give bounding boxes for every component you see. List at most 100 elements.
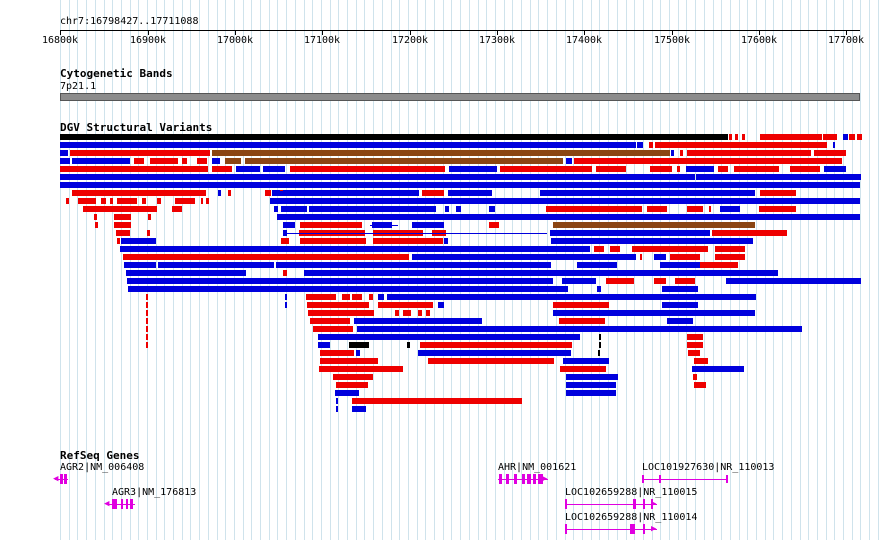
structural-variant[interactable] (158, 262, 274, 268)
structural-variant[interactable] (318, 334, 580, 340)
structural-variant[interactable] (670, 254, 700, 260)
structural-variant[interactable] (60, 182, 860, 188)
structural-variant[interactable] (693, 374, 697, 380)
structural-variant[interactable] (134, 158, 144, 164)
structural-variant[interactable] (540, 190, 755, 196)
structural-variant[interactable] (150, 158, 178, 164)
structural-variant[interactable] (114, 214, 131, 220)
structural-variant[interactable] (281, 238, 289, 244)
structural-variant[interactable] (225, 158, 241, 164)
structural-variant[interactable] (319, 366, 403, 372)
structural-variant[interactable] (632, 246, 708, 252)
structural-variant[interactable] (449, 166, 497, 172)
structural-variant[interactable] (692, 366, 744, 372)
structural-variant[interactable] (395, 310, 399, 316)
structural-variant[interactable] (349, 342, 369, 348)
structural-variant[interactable] (300, 238, 366, 244)
structural-variant[interactable] (418, 350, 571, 356)
structural-variant[interactable] (824, 166, 846, 172)
structural-variant[interactable] (649, 142, 653, 148)
structural-variant[interactable] (306, 294, 336, 300)
structural-variant[interactable] (146, 334, 148, 340)
structural-variant[interactable] (726, 278, 861, 284)
structural-variant[interactable] (438, 302, 444, 308)
structural-variant[interactable] (599, 334, 601, 340)
structural-variant[interactable] (70, 150, 210, 156)
structural-variant[interactable] (563, 358, 609, 364)
structural-variant[interactable] (197, 158, 207, 164)
structural-variant[interactable] (370, 225, 398, 226)
structural-variant[interactable] (500, 166, 592, 172)
structural-variant[interactable] (142, 198, 146, 204)
structural-variant[interactable] (566, 374, 618, 380)
structural-variant[interactable] (263, 166, 285, 172)
structural-variant[interactable] (265, 190, 271, 196)
structural-variant[interactable] (660, 262, 700, 268)
structural-variant[interactable] (655, 142, 827, 148)
structural-variant[interactable] (680, 150, 683, 156)
structural-variant[interactable] (83, 206, 157, 212)
structural-variant[interactable] (274, 206, 278, 212)
structural-variant[interactable] (354, 318, 482, 324)
structural-variant[interactable] (662, 286, 698, 292)
structural-variant[interactable] (318, 342, 330, 348)
structural-variant[interactable] (320, 358, 378, 364)
structural-variant[interactable] (596, 166, 626, 172)
structural-variant[interactable] (60, 134, 728, 140)
structural-variant[interactable] (597, 286, 601, 292)
structural-variant[interactable] (310, 318, 350, 324)
structural-variant[interactable] (833, 142, 835, 148)
structural-variant[interactable] (599, 342, 601, 348)
structural-variant[interactable] (403, 310, 411, 316)
structural-variant[interactable] (688, 350, 700, 356)
structural-variant[interactable] (101, 198, 106, 204)
structural-variant[interactable] (709, 206, 711, 212)
structural-variant[interactable] (553, 302, 609, 308)
structural-variant[interactable] (356, 350, 360, 356)
structural-variant[interactable] (378, 294, 384, 300)
structural-variant[interactable] (444, 238, 448, 244)
structural-variant[interactable] (687, 342, 703, 348)
structural-variant[interactable] (489, 222, 499, 228)
structural-variant[interactable] (849, 134, 855, 140)
structural-variant[interactable] (146, 326, 148, 332)
structural-variant[interactable] (654, 278, 666, 284)
structural-variant[interactable] (146, 342, 148, 348)
structural-variant[interactable] (117, 198, 137, 204)
structural-variant[interactable] (790, 166, 820, 172)
structural-variant[interactable] (182, 158, 187, 164)
structural-variant[interactable] (206, 198, 209, 204)
structural-variant[interactable] (304, 270, 778, 276)
structural-variant[interactable] (448, 190, 492, 196)
structural-variant[interactable] (333, 374, 373, 380)
structural-variant[interactable] (285, 294, 287, 300)
structural-variant[interactable] (218, 190, 221, 196)
structural-variant[interactable] (412, 222, 444, 228)
structural-variant[interactable] (610, 246, 620, 252)
structural-variant[interactable] (420, 342, 572, 348)
structural-variant[interactable] (594, 246, 604, 252)
structural-variant[interactable] (720, 206, 740, 212)
structural-variant[interactable] (124, 262, 156, 268)
structural-variant[interactable] (577, 262, 617, 268)
structural-variant[interactable] (307, 302, 369, 308)
structural-variant[interactable] (718, 166, 728, 172)
structural-variant[interactable] (95, 222, 98, 228)
structural-variant[interactable] (735, 134, 738, 140)
structural-variant[interactable] (320, 350, 354, 356)
structural-variant[interactable] (290, 166, 445, 172)
structural-variant[interactable] (566, 390, 616, 396)
structural-variant[interactable] (551, 238, 753, 244)
structural-variant[interactable] (742, 134, 745, 140)
structural-variant[interactable] (72, 190, 206, 196)
structural-variant[interactable] (128, 286, 568, 292)
structural-variant[interactable] (336, 406, 338, 412)
structural-variant[interactable] (357, 326, 802, 332)
structural-variant[interactable] (428, 358, 554, 364)
structural-variant[interactable] (662, 302, 698, 308)
structural-variant[interactable] (712, 230, 787, 236)
structural-variant[interactable] (148, 214, 151, 220)
structural-variant[interactable] (675, 278, 695, 284)
refseq-track-title[interactable]: RefSeq Genes (60, 449, 140, 462)
structural-variant[interactable] (667, 318, 693, 324)
